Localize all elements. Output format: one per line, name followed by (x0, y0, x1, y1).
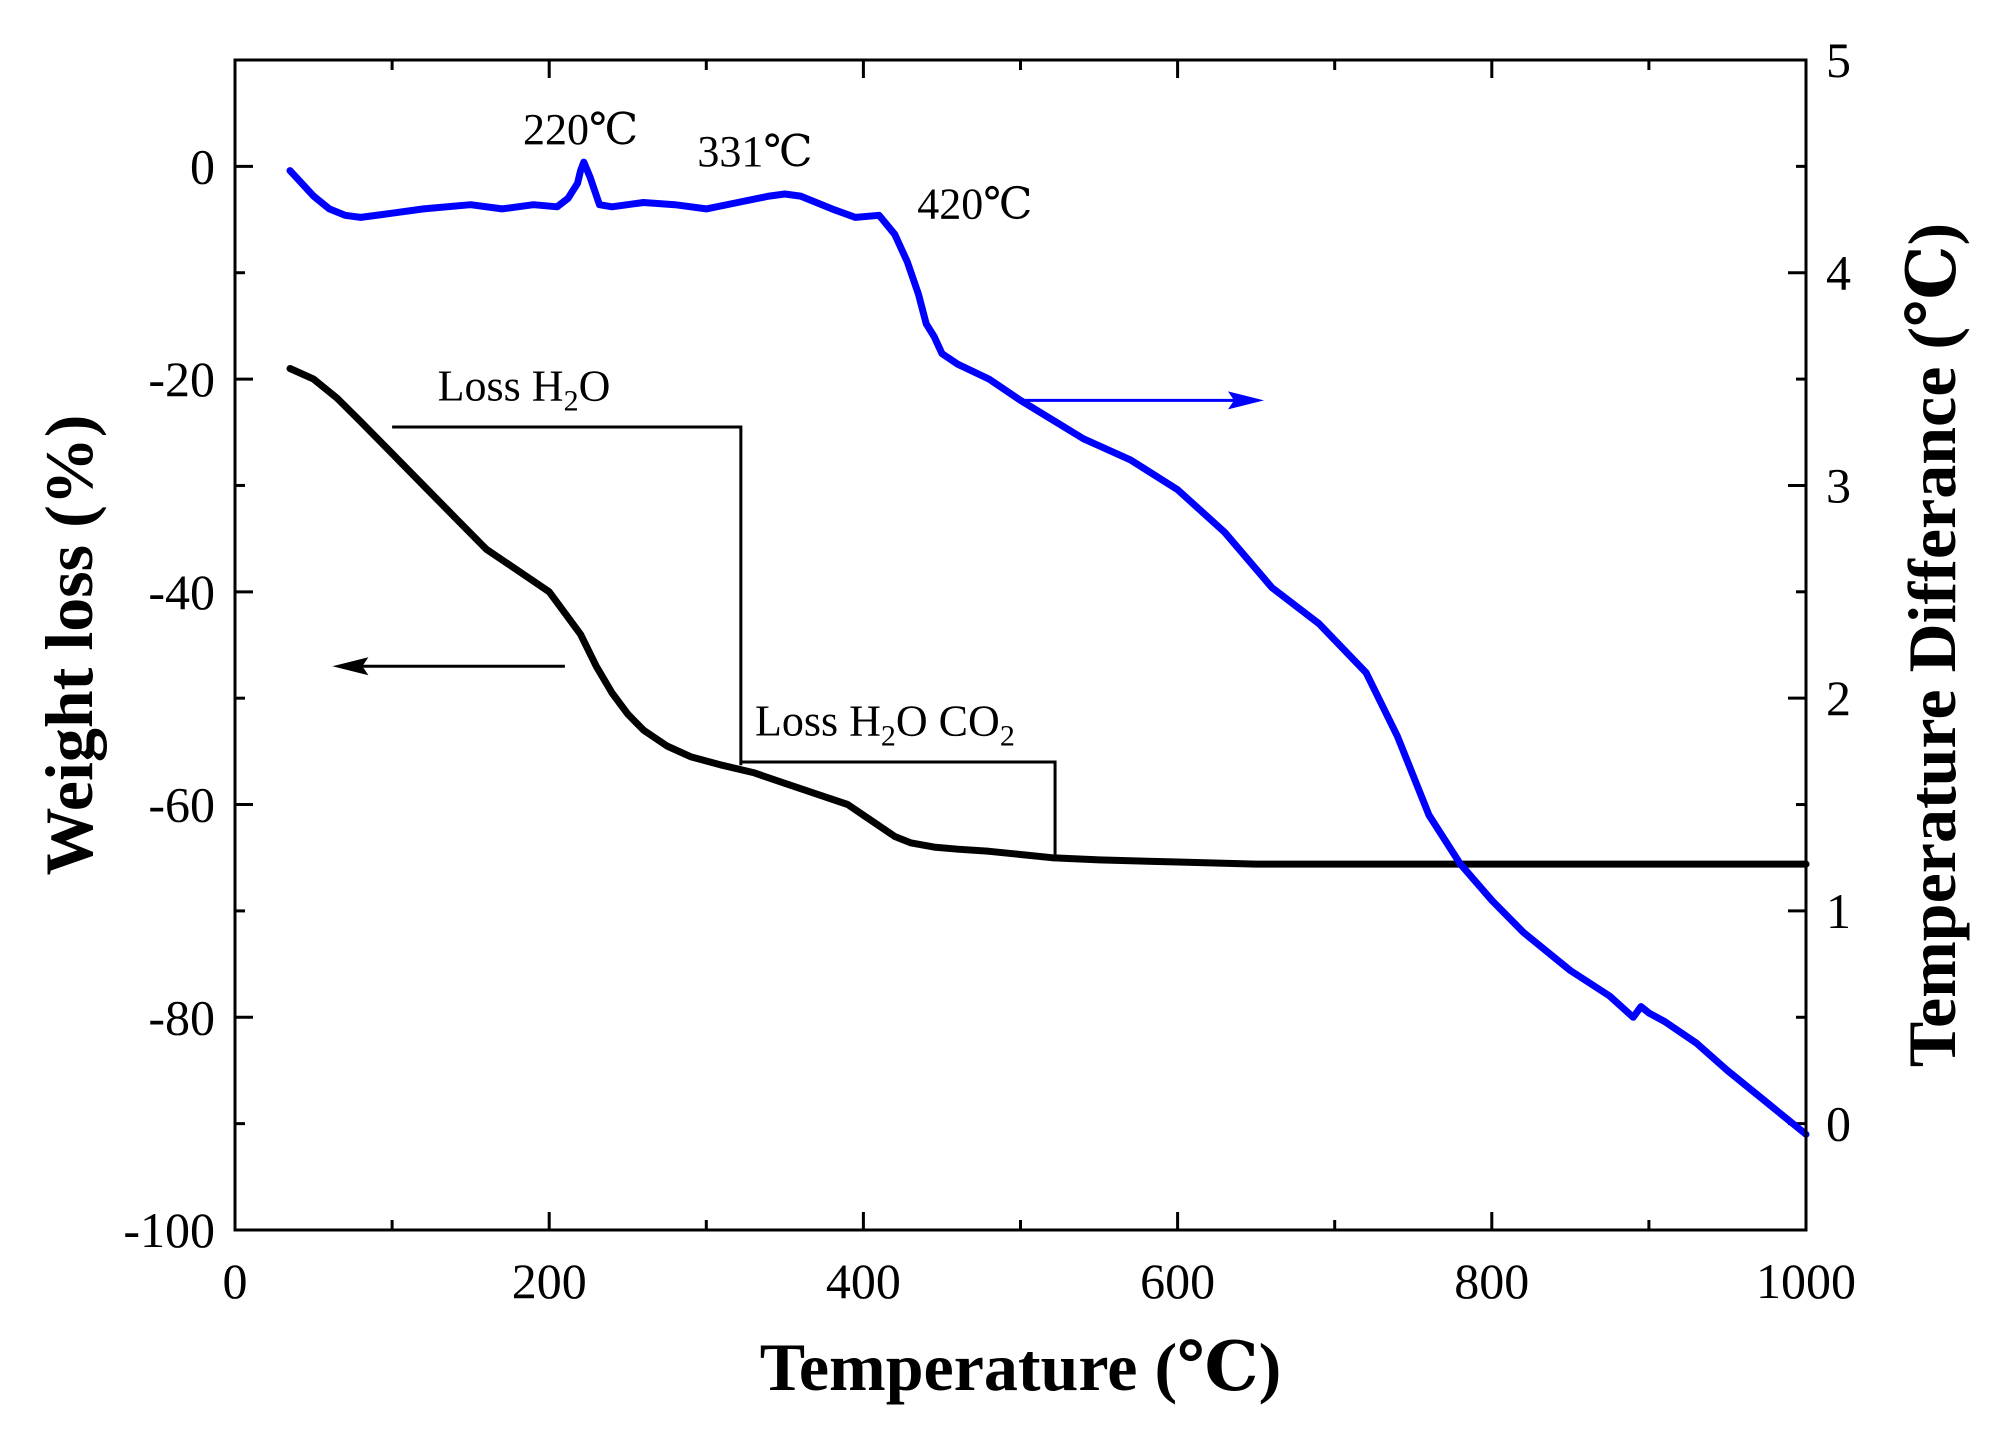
y-right-tick-label: 3 (1826, 457, 1851, 513)
annotations: 220℃ 331℃ 420℃ Loss H2O Loss H2O CO2 (438, 105, 1033, 752)
peak-annotation: 331℃ (697, 127, 812, 176)
y-left-axis-title: Weight loss (%) (31, 415, 107, 876)
y-right-tick-label: 1 (1826, 883, 1851, 939)
y-left-tick-label: -20 (148, 351, 215, 407)
stage2-bracket (740, 760, 1057, 856)
x-tick-label: 400 (826, 1253, 901, 1309)
series-dta-line (286, 158, 1810, 1138)
y-left-tick-label: -40 (148, 564, 215, 620)
y-right-tick-label: 0 (1826, 1096, 1851, 1152)
stage1-label: Loss H2O (438, 361, 611, 417)
y-left-tick-label: -100 (123, 1202, 215, 1258)
x-tick-label: 1000 (1756, 1253, 1856, 1309)
y-left-tick-label: -80 (148, 989, 215, 1045)
peak-annotation: 220℃ (523, 105, 638, 154)
y-right-tick-label: 4 (1826, 245, 1851, 301)
x-axis-title: Temperature (℃) (760, 1329, 1282, 1405)
peak-annotation: 420℃ (917, 179, 1032, 228)
plot-frame (233, 58, 1808, 1232)
series-tg-line (286, 365, 1810, 868)
y-left-tick-label: -60 (148, 777, 215, 833)
stage2-label: Loss H2O CO2 (755, 696, 1015, 752)
y-right-tick-label: 2 (1826, 670, 1851, 726)
x-tick-label: 0 (223, 1253, 248, 1309)
x-tick-label: 200 (512, 1253, 587, 1309)
series-layer (286, 158, 1810, 1138)
arrow-left-head (332, 657, 369, 676)
arrow-right-head (1228, 391, 1265, 410)
y-left-tick-label: 0 (190, 138, 215, 194)
tick-labels: 0 200 400 600 800 1000 -100 -80 -60 -40 -20 0 0 1 2 3 4 5 (123, 32, 1856, 1309)
x-tick-label: 800 (1454, 1253, 1529, 1309)
x-tick-label: 600 (1140, 1253, 1215, 1309)
stage1-bracket (392, 425, 743, 766)
stage-markers (332, 391, 1265, 856)
y-right-tick-label: 5 (1826, 32, 1851, 88)
y-right-axis-title: Temperature Differance (℃) (1894, 223, 1970, 1067)
